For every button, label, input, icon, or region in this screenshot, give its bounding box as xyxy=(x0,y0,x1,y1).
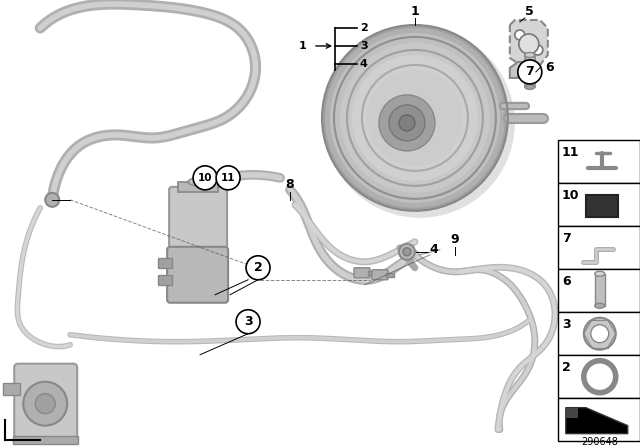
Bar xyxy=(368,271,376,275)
FancyBboxPatch shape xyxy=(372,270,388,280)
Text: 4: 4 xyxy=(360,59,368,69)
Circle shape xyxy=(518,60,542,84)
Ellipse shape xyxy=(595,271,605,276)
Polygon shape xyxy=(566,408,578,418)
Text: 4: 4 xyxy=(430,243,438,256)
Circle shape xyxy=(533,45,543,55)
Text: 3: 3 xyxy=(360,41,367,51)
Circle shape xyxy=(340,43,490,193)
Circle shape xyxy=(591,325,609,343)
Circle shape xyxy=(399,244,415,260)
Bar xyxy=(558,312,640,355)
Bar xyxy=(525,55,535,87)
Text: 7: 7 xyxy=(525,65,534,78)
Circle shape xyxy=(515,30,525,40)
Ellipse shape xyxy=(525,84,535,90)
Circle shape xyxy=(379,95,435,151)
Bar xyxy=(558,398,640,441)
Text: 9: 9 xyxy=(451,233,459,246)
Text: 290648: 290648 xyxy=(581,437,618,447)
Polygon shape xyxy=(566,408,628,434)
Text: 2: 2 xyxy=(360,23,368,33)
Circle shape xyxy=(45,193,60,207)
Polygon shape xyxy=(510,62,530,78)
Circle shape xyxy=(23,382,67,426)
Text: 1: 1 xyxy=(410,5,419,18)
Circle shape xyxy=(35,394,55,414)
Bar xyxy=(558,269,640,312)
FancyBboxPatch shape xyxy=(14,364,77,444)
Bar xyxy=(158,275,172,285)
FancyBboxPatch shape xyxy=(169,187,227,248)
Bar xyxy=(558,355,640,398)
Text: 11: 11 xyxy=(562,146,579,159)
Text: 11: 11 xyxy=(221,173,236,183)
Circle shape xyxy=(519,34,539,54)
FancyBboxPatch shape xyxy=(167,247,228,303)
Circle shape xyxy=(352,55,478,181)
Circle shape xyxy=(246,256,270,280)
Circle shape xyxy=(403,248,411,256)
Ellipse shape xyxy=(325,28,515,218)
Bar xyxy=(178,182,218,192)
Circle shape xyxy=(389,105,425,141)
Ellipse shape xyxy=(525,52,535,57)
Bar xyxy=(386,273,394,277)
Bar xyxy=(558,140,640,183)
Bar xyxy=(558,226,640,269)
Text: 6: 6 xyxy=(545,61,554,74)
Text: 3: 3 xyxy=(562,318,570,331)
Bar xyxy=(3,383,20,395)
Bar xyxy=(595,274,605,306)
Text: 6: 6 xyxy=(562,275,570,288)
Bar xyxy=(558,183,640,226)
Bar xyxy=(158,258,172,268)
Circle shape xyxy=(216,166,240,190)
Ellipse shape xyxy=(188,178,208,186)
Text: 10: 10 xyxy=(562,189,579,202)
Text: 5: 5 xyxy=(525,5,534,18)
Text: 2: 2 xyxy=(562,361,570,374)
Text: 7: 7 xyxy=(562,232,570,245)
Text: 10: 10 xyxy=(198,173,212,183)
Text: 1: 1 xyxy=(299,41,307,51)
Text: 2: 2 xyxy=(253,261,262,274)
FancyBboxPatch shape xyxy=(354,268,370,278)
Circle shape xyxy=(193,166,217,190)
Text: 8: 8 xyxy=(285,178,294,191)
Circle shape xyxy=(322,25,508,211)
Circle shape xyxy=(399,115,415,131)
Circle shape xyxy=(325,28,505,208)
Bar xyxy=(586,195,618,217)
Circle shape xyxy=(236,310,260,334)
Circle shape xyxy=(584,318,616,350)
Ellipse shape xyxy=(595,303,605,308)
Circle shape xyxy=(330,33,500,203)
Circle shape xyxy=(367,70,463,166)
Text: 3: 3 xyxy=(244,315,252,328)
Bar xyxy=(13,435,78,444)
Polygon shape xyxy=(510,20,548,68)
